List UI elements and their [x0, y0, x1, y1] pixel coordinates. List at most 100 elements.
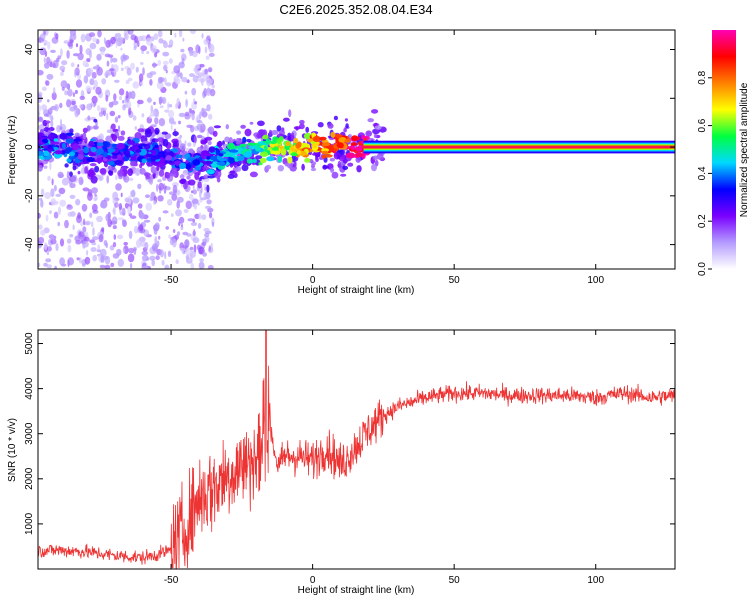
spectrogram-noise-cell: [133, 247, 137, 255]
spectrogram-noise-cell: [43, 165, 48, 169]
spectrogram-ridge-cell: [151, 150, 157, 156]
spectrogram-halo-cell: [110, 123, 116, 130]
spectrogram-noise-cell: [109, 110, 116, 117]
spectrogram-panel: -50 0 50 100 -40 -20 0 20 40 Height of straight …: [7, 29, 676, 296]
spectrogram-ridge-cell: [259, 151, 269, 157]
spectrogram-noise-cell: [104, 264, 111, 269]
spectrogram-halo-cell: [144, 129, 152, 138]
spectrogram-ridge-cell: [185, 163, 191, 170]
spectrogram-noise-cell: [110, 262, 115, 268]
spectrogram-noise-cell: [91, 71, 97, 79]
spectrogram-ridge-cell: [239, 143, 247, 148]
spectrogram-ridge-cell: [90, 138, 96, 142]
spectrogram-ridge-cell: [335, 133, 343, 139]
spectrogram-noise-cell: [128, 247, 135, 254]
spectrogram-noise-cell: [84, 256, 91, 265]
spectrogram-noise-cell: [141, 250, 149, 256]
spectrogram-ridge-cell: [47, 144, 52, 150]
spectrogram-noise-cell: [85, 85, 93, 92]
spectrogram-noise-cell: [194, 64, 201, 70]
spectrogram-noise-cell: [121, 219, 127, 224]
spectrogram-halo-cell: [93, 118, 98, 123]
spectrogram-halo-cell: [38, 164, 43, 172]
spectrogram-noise-cell: [80, 33, 86, 43]
spectrogram-halo-cell: [329, 157, 335, 162]
spectrogram-noise-cell: [74, 235, 81, 242]
spectrogram-noise-cell: [174, 65, 180, 70]
spectrogram-noise-cell: [199, 63, 205, 68]
spectrogram-halo-cell: [293, 126, 301, 130]
spectrogram-noise-cell: [183, 209, 189, 213]
spectrogram-noise-cell: [91, 221, 94, 228]
spectrogram-noise-cell: [43, 262, 48, 267]
spectrogram-noise-cell: [127, 195, 132, 205]
spectrogram-ridge-cell: [47, 133, 56, 140]
spectrogram-noise-cell: [66, 238, 72, 244]
spectrogram-noise-cell: [112, 241, 117, 248]
spectrogram-noise-cell: [175, 77, 181, 85]
spectrogram-ridge-cell: [90, 146, 97, 153]
spectrogram-halo-cell: [94, 165, 100, 173]
spectrogram-ridge-cell: [126, 140, 136, 145]
spectrogram-noise-cell: [104, 53, 111, 58]
spectrogram-noise-cell: [137, 40, 140, 48]
spectrogram-halo-cell: [371, 163, 377, 172]
spectrogram-noise-cell: [67, 204, 72, 208]
spectrogram-noise-cell: [47, 41, 51, 50]
spectrogram-noise-cell: [178, 61, 185, 69]
spectrogram-noise-cell: [66, 50, 70, 59]
spectrogram-noise-cell: [127, 30, 134, 35]
spectrogram-noise-cell: [49, 210, 52, 215]
spectrogram-noise-cell: [38, 116, 44, 123]
spectrogram-ridge-cell: [83, 146, 90, 154]
spectrogram-noise-cell: [47, 108, 53, 115]
spectrogram-noise-cell: [145, 202, 152, 211]
spectrogram-noise-cell: [150, 109, 156, 117]
spectrogram-ytick-label: -20: [24, 188, 35, 203]
spectrogram-halo-cell: [373, 133, 377, 139]
spectrogram-noise-cell: [96, 53, 102, 61]
spectrogram-noise-cell: [113, 93, 117, 101]
spectrogram-noise-cell: [123, 30, 128, 39]
spectrogram-noise-cell: [114, 116, 119, 123]
spectrogram-ridge-cell: [52, 146, 59, 151]
spectrogram-halo-cell: [236, 130, 242, 135]
spectrogram-noise-cell: [185, 99, 188, 108]
spectrogram-noise-cell: [57, 221, 60, 227]
spectrogram-halo-cell: [265, 164, 272, 170]
spectrogram-noise-cell: [186, 233, 192, 237]
spectrogram-noise-cell: [132, 197, 140, 204]
spectrogram-halo-cell: [196, 134, 203, 139]
spectrogram-halo-cell: [227, 173, 235, 179]
spectrogram-noise-cell: [192, 75, 199, 83]
spectrogram-noise-cell: [179, 174, 185, 180]
spectrogram-noise-cell: [106, 129, 111, 134]
spectrogram-noise-cell: [190, 190, 194, 194]
spectrogram-noise-cell: [87, 189, 93, 197]
spectrogram-ridge-cell: [218, 153, 224, 157]
spectrogram-noise-cell: [106, 112, 109, 121]
snr-frame: [37, 329, 676, 570]
spectrogram-noise-cell: [117, 258, 125, 267]
spectrogram-ridge-cell: [216, 161, 226, 166]
spectrogram-noise-cell: [67, 244, 72, 253]
spectrogram-noise-cell: [105, 213, 110, 222]
colorbar: 0.0 0.2 0.4 0.6 0.8 Normalized spectral ampl…: [697, 30, 750, 276]
spectrogram-noise-cell: [201, 78, 204, 86]
spectrogram-halo-cell: [69, 128, 74, 134]
spectrogram-noise-cell: [126, 67, 132, 76]
spectrogram-noise-cell: [199, 111, 202, 119]
spectrogram-noise-cell: [147, 96, 152, 104]
spectrogram-noise-cell: [106, 60, 110, 67]
spectrogram-noise-cell: [157, 179, 162, 183]
spectrogram-noise-cell: [52, 59, 59, 69]
spectrogram-noise-cell: [60, 118, 62, 128]
spectrogram-halo-cell: [372, 155, 379, 161]
spectrogram-noise-cell: [163, 64, 168, 72]
colorbar-tick-label: 0.0: [697, 262, 708, 276]
spectrogram-noise-cell: [59, 102, 63, 109]
spectrogram-halo-cell: [200, 139, 207, 145]
spectrogram-noise-cell: [137, 221, 141, 227]
spectrogram-ytick-label: 0: [24, 144, 35, 150]
spectrogram-noise-cell: [134, 168, 142, 176]
